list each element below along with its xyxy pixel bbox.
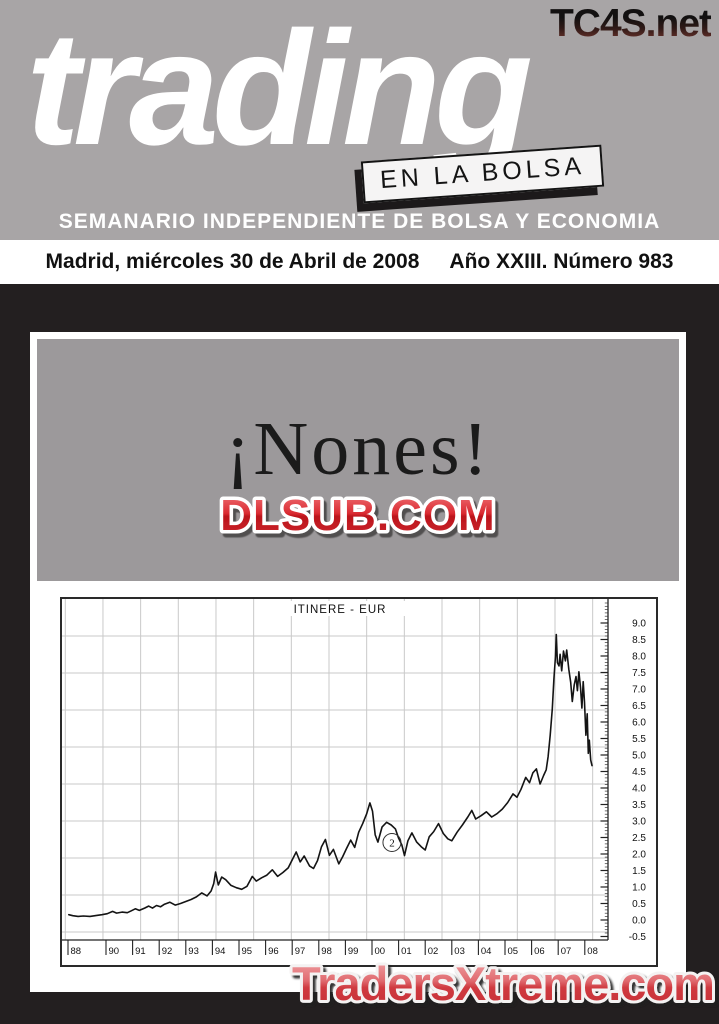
svg-text:6.5: 6.5 xyxy=(632,701,646,712)
svg-text:01: 01 xyxy=(401,946,412,957)
price-series xyxy=(68,633,593,918)
svg-text:00: 00 xyxy=(375,946,386,957)
svg-text:94: 94 xyxy=(215,946,226,957)
svg-text:7.0: 7.0 xyxy=(632,685,646,696)
footer-logo: TradersXtreme.com xyxy=(289,954,718,1013)
svg-text:4.0: 4.0 xyxy=(632,784,646,795)
svg-text:07: 07 xyxy=(561,946,572,957)
svg-text:2.0: 2.0 xyxy=(632,850,646,861)
date-strip: Madrid, miércoles 30 de Abril de 2008 Añ… xyxy=(0,240,719,284)
site-logo: TC4S.net xyxy=(549,2,712,45)
masthead: TC4S.net trading EN LA BOLSA SEMANARIO I… xyxy=(0,0,719,240)
svg-text:05: 05 xyxy=(508,946,519,957)
chart-title: ITINERE - EUR xyxy=(294,604,387,616)
svg-text:08: 08 xyxy=(587,946,598,957)
footer-logo-text: TradersXtreme.com xyxy=(292,957,714,1010)
svg-text:04: 04 xyxy=(481,946,492,957)
svg-text:3.5: 3.5 xyxy=(632,800,646,811)
svg-text:88: 88 xyxy=(71,946,82,957)
svg-text:3.0: 3.0 xyxy=(632,817,646,828)
svg-text:-0.5: -0.5 xyxy=(629,932,647,943)
svg-text:93: 93 xyxy=(188,946,199,957)
svg-text:1.5: 1.5 xyxy=(632,866,646,877)
svg-text:06: 06 xyxy=(534,946,545,957)
svg-text:99: 99 xyxy=(348,946,359,957)
svg-text:98: 98 xyxy=(321,946,332,957)
svg-text:95: 95 xyxy=(242,946,253,957)
annotation-label: 2 xyxy=(389,837,395,849)
svg-text:97: 97 xyxy=(295,946,306,957)
dlsub-logo-text: DLSUB.COM xyxy=(220,491,495,540)
svg-text:5.5: 5.5 xyxy=(632,734,646,745)
svg-text:92: 92 xyxy=(162,946,173,957)
annotation-circle xyxy=(382,832,402,852)
svg-text:2.5: 2.5 xyxy=(632,833,646,844)
svg-text:8.0: 8.0 xyxy=(632,652,646,663)
svg-text:7.5: 7.5 xyxy=(632,668,646,679)
svg-text:90: 90 xyxy=(109,946,120,957)
svg-text:91: 91 xyxy=(135,946,146,957)
tagline: SEMANARIO INDEPENDIENTE DE BOLSA Y ECONO… xyxy=(58,210,661,233)
svg-text:0.5: 0.5 xyxy=(632,899,646,910)
svg-text:6.0: 6.0 xyxy=(632,718,646,729)
svg-text:1.0: 1.0 xyxy=(632,883,646,894)
headline-box: ¡Nones! DLSUB.COM xyxy=(37,339,679,581)
feature-panel: ¡Nones! DLSUB.COM 9.0 8.5 8.0 7.5 7.0 6 xyxy=(30,332,686,992)
chart-panel: 9.0 8.5 8.0 7.5 7.0 6.5 6.0 5.5 5.0 4.5 4.0 3.5 3.0 2… xyxy=(60,597,658,967)
svg-text:9.0: 9.0 xyxy=(632,619,646,630)
svg-text:96: 96 xyxy=(268,946,279,957)
issue-text: Año XXIII. Número 983 xyxy=(449,250,674,273)
svg-text:03: 03 xyxy=(454,946,465,957)
headline: ¡Nones! xyxy=(225,407,491,491)
svg-text:8.5: 8.5 xyxy=(632,635,646,646)
price-chart: 9.0 8.5 8.0 7.5 7.0 6.5 6.0 5.5 5.0 4.5 4.0 3.5 3.0 2… xyxy=(60,597,658,967)
svg-text:4.5: 4.5 xyxy=(632,767,646,778)
bolsa-banner-label: EN LA BOLSA xyxy=(379,151,586,195)
svg-text:0.0: 0.0 xyxy=(632,916,646,927)
svg-text:02: 02 xyxy=(428,946,439,957)
magazine-title: trading xyxy=(26,0,533,179)
dlsub-logo: DLSUB.COM xyxy=(217,488,498,544)
date-text: Madrid, miércoles 30 de Abril de 2008 xyxy=(45,250,420,273)
svg-text:5.0: 5.0 xyxy=(632,751,646,762)
